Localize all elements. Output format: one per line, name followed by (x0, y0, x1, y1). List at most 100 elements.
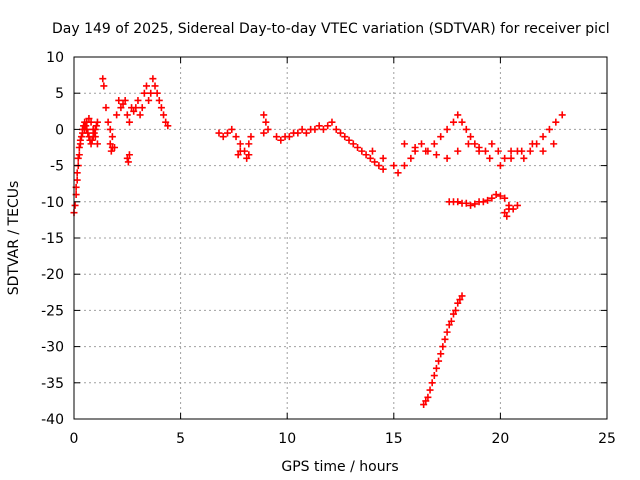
data-point (73, 169, 81, 177)
axis-ticks (73, 56, 608, 420)
data-point (462, 125, 470, 133)
data-point (117, 104, 125, 112)
data-point (443, 154, 451, 162)
data-point (260, 129, 268, 137)
data-point (443, 125, 451, 133)
data-point (92, 122, 100, 130)
data-point (100, 82, 108, 90)
data-point (134, 96, 142, 104)
data-point (439, 343, 447, 351)
data-point (75, 151, 83, 159)
y-tick-label: -5 (50, 159, 64, 175)
data-point (125, 118, 133, 126)
data-point (526, 147, 534, 155)
data-point (545, 125, 553, 133)
data-point (424, 393, 432, 401)
data-point (481, 147, 489, 155)
data-point (422, 147, 430, 155)
data-point (437, 350, 445, 358)
data-point (430, 140, 438, 148)
data-point (441, 335, 449, 343)
data-point (407, 154, 415, 162)
data-point (145, 96, 153, 104)
data-point (106, 125, 114, 133)
data-point (99, 75, 107, 83)
data-point (236, 147, 244, 155)
data-point (432, 151, 440, 159)
data-point (262, 118, 270, 126)
data-point (467, 133, 475, 141)
data-point (422, 397, 430, 405)
y-tick-labels: 10 5 0 -5 -10 -15 -20 -25 -30 -35 -40 (41, 50, 64, 428)
data-point (418, 140, 426, 148)
data-point (108, 144, 116, 151)
data-point (247, 133, 255, 141)
data-point (475, 147, 483, 155)
data-point (273, 133, 281, 141)
data-point (345, 136, 353, 144)
data-point (366, 154, 374, 162)
data-point (479, 198, 487, 206)
series-steep-rise (420, 292, 466, 409)
data-point (260, 111, 268, 119)
data-point (432, 364, 440, 372)
y-tick-label: 5 (55, 86, 64, 102)
y-tick-label: 0 (55, 122, 64, 138)
data-point (89, 125, 97, 133)
data-point (87, 140, 95, 148)
data-point (124, 158, 132, 166)
data-point (93, 118, 101, 126)
data-point (164, 122, 172, 130)
grid-lines (74, 57, 607, 419)
data-point (496, 192, 504, 200)
data-point (550, 140, 558, 148)
data-point (501, 209, 509, 217)
y-tick-label: 10 (46, 50, 64, 66)
data-point (74, 154, 82, 162)
data-point (539, 147, 547, 155)
x-axis-label: GPS time / hours (281, 459, 398, 475)
data-point (362, 151, 370, 159)
data-point (484, 196, 492, 204)
data-point (539, 133, 547, 141)
data-point (228, 125, 236, 133)
data-point (411, 144, 419, 151)
data-point (371, 158, 379, 166)
data-point (81, 125, 89, 133)
data-point (243, 154, 251, 162)
y-tick-label: -15 (41, 231, 64, 247)
series-afternoon (368, 111, 566, 177)
data-point (155, 96, 163, 104)
data-point (449, 310, 457, 318)
data-point (368, 147, 376, 155)
data-point (447, 317, 455, 325)
x-tick-label: 5 (176, 431, 185, 447)
data-point (428, 379, 436, 387)
data-point (85, 115, 93, 123)
data-point (458, 118, 466, 126)
data-point (119, 100, 127, 108)
y-tick-label: -25 (41, 303, 64, 319)
x-tick-label: 20 (491, 431, 509, 447)
data-point (400, 162, 408, 170)
data-point (430, 372, 438, 380)
data-point (149, 75, 157, 83)
data-point (449, 118, 457, 126)
data-point (125, 151, 133, 159)
data-point (132, 104, 140, 112)
chart-title: Day 149 of 2025, Sidereal Day-to-day VTE… (52, 21, 610, 37)
data-point (160, 111, 168, 119)
data-point (494, 147, 502, 155)
data-point (324, 122, 332, 130)
data-point (224, 129, 232, 137)
data-point (285, 133, 293, 141)
data-point (294, 129, 302, 137)
data-point (464, 140, 472, 148)
data-point (400, 140, 408, 148)
data-point (91, 133, 99, 141)
data-point (123, 154, 131, 162)
data-point (503, 212, 511, 220)
data-point (245, 151, 253, 159)
data-point (558, 111, 566, 119)
